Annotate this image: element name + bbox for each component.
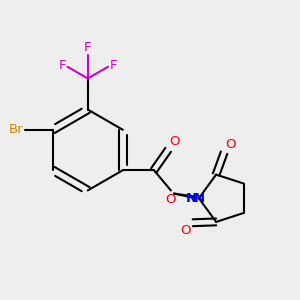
Text: F: F <box>110 59 117 72</box>
Text: O: O <box>170 135 180 148</box>
Text: N: N <box>193 192 205 205</box>
Text: O: O <box>166 193 176 206</box>
Text: O: O <box>226 138 236 151</box>
Text: F: F <box>84 40 92 54</box>
Text: O: O <box>181 224 191 237</box>
Text: Br: Br <box>9 123 23 136</box>
Text: N: N <box>186 192 197 205</box>
Text: F: F <box>58 59 66 72</box>
